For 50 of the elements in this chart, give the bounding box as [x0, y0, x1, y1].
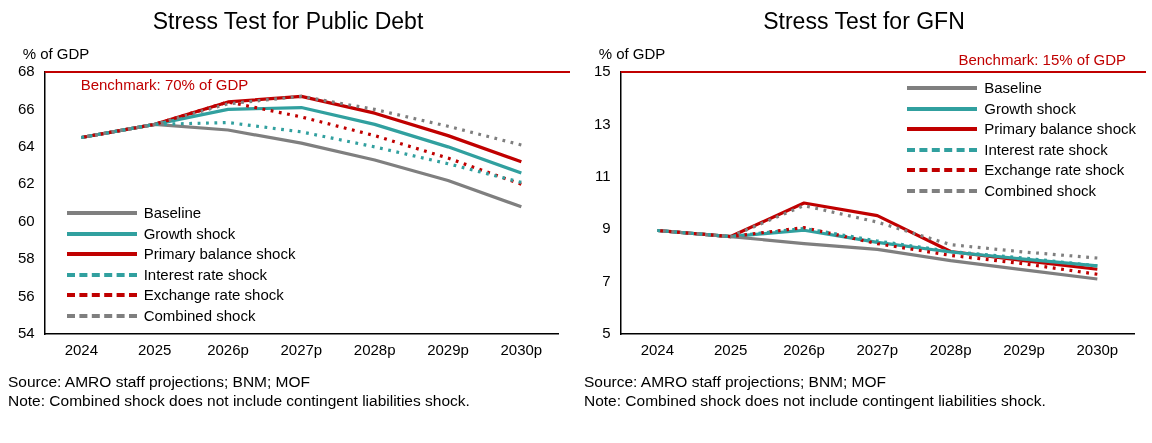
y-tick-label: 60: [18, 211, 35, 229]
y-tick-label: 66: [18, 99, 35, 117]
y-tick-label: 13: [594, 114, 611, 132]
legend-label: Exchange rate shock: [143, 285, 284, 305]
x-tick-label: 2025: [137, 341, 172, 359]
annotation: Benchmark: 70% of GDP: [80, 75, 249, 93]
y-tick-label: 68: [18, 62, 35, 80]
x-tick-label: 2026p: [207, 341, 249, 359]
x-tick-label: 2024: [64, 341, 99, 359]
y-tick-label: 11: [595, 166, 611, 184]
legend-label: Primary balance shock: [984, 119, 1136, 139]
x-tick-label: 2027p: [280, 341, 323, 359]
y-tick-label: 9: [602, 219, 611, 237]
legend-label: Combined shock: [143, 305, 256, 326]
x-tick-label: 2029p: [427, 341, 469, 359]
y-tick-label: 15: [594, 62, 611, 80]
legend-label: Baseline: [143, 203, 202, 223]
ref-line-label: Benchmark: 15% of GDP: [958, 50, 1126, 68]
legend-label: Interest rate shock: [143, 264, 268, 285]
legend-label: Baseline: [984, 78, 1042, 98]
x-tick-label: 2028p: [353, 341, 396, 359]
y-tick-label: 7: [602, 271, 611, 289]
y-tick-label: 5: [602, 324, 611, 342]
x-tick-label: 2030p: [1076, 341, 1119, 359]
x-tick-label: 2024: [640, 341, 675, 359]
y-tick-label: 54: [18, 324, 35, 342]
x-tick-label: 2026p: [783, 341, 825, 359]
x-tick-label: 2029p: [1003, 341, 1045, 359]
legend-label: Growth shock: [984, 98, 1076, 119]
legend-label: Primary balance shock: [143, 244, 296, 264]
y-tick-label: 56: [18, 286, 35, 304]
legend-label: Exchange rate shock: [984, 160, 1125, 180]
y-axis-title: % of GDP: [598, 44, 666, 62]
x-tick-label: 2028p: [929, 341, 972, 359]
source-note: Source: AMRO staff projections; BNM; MOF: [8, 372, 312, 391]
y-tick-label: 64: [18, 137, 35, 154]
legend-label: Interest rate shock: [984, 139, 1108, 160]
y-axis-title: % of GDP: [22, 44, 90, 62]
x-tick-label: 2027p: [856, 341, 899, 359]
legend-label: Combined shock: [984, 180, 1096, 201]
x-tick-label: 2030p: [500, 341, 543, 359]
y-tick-label: 58: [18, 249, 35, 267]
x-tick-label: 2025: [713, 341, 748, 359]
text: Note: Combined shock does not include contingent liabilities shock.: [584, 391, 1047, 410]
chart-title: Stress Test for Public Debt: [151, 7, 425, 36]
text: Note: Combined shock does not include contingent liabilities shock.: [8, 391, 471, 410]
legend-label: Growth shock: [143, 223, 236, 244]
chart-title: Stress Test for GFN: [762, 7, 966, 36]
y-tick-label: 62: [18, 174, 35, 192]
source-note: Source: AMRO staff projections; BNM; MOF: [584, 372, 888, 391]
